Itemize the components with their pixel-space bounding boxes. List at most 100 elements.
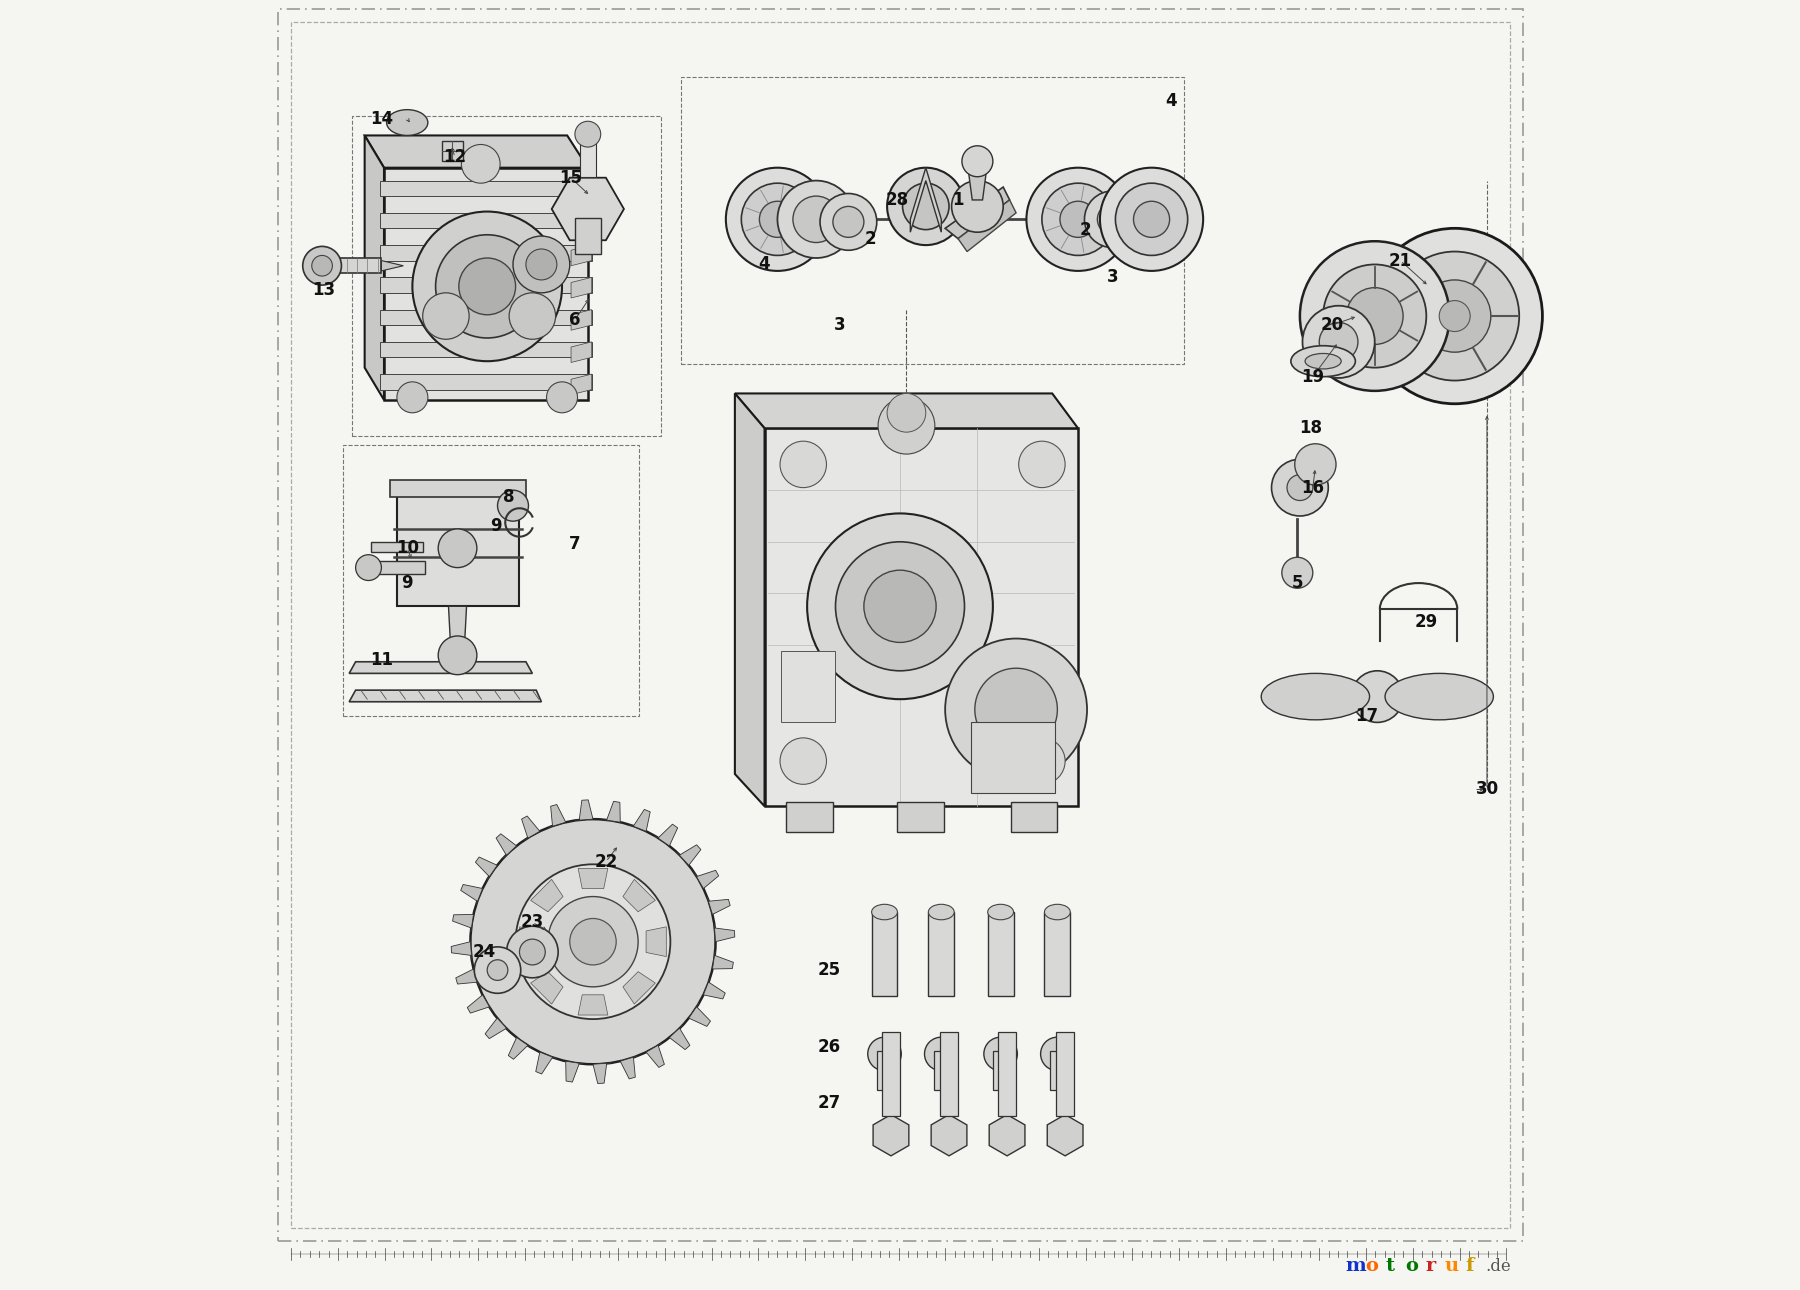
Bar [988, 912, 1013, 996]
Circle shape [1134, 201, 1170, 237]
Text: 2: 2 [864, 230, 877, 248]
Text: 24: 24 [473, 943, 497, 961]
Polygon shape [713, 951, 733, 969]
Polygon shape [531, 880, 563, 912]
Circle shape [1019, 441, 1066, 488]
Bar [1057, 1032, 1075, 1116]
Polygon shape [531, 971, 563, 1004]
Text: 3: 3 [1107, 268, 1118, 286]
Bar [380, 342, 592, 357]
Bar [680, 77, 1184, 364]
Text: m: m [1345, 1256, 1366, 1275]
Text: 6: 6 [569, 311, 581, 329]
Circle shape [459, 258, 515, 315]
Bar [970, 722, 1055, 793]
Circle shape [1042, 183, 1114, 255]
Ellipse shape [778, 181, 855, 258]
Polygon shape [967, 161, 988, 200]
Bar [1049, 1051, 1066, 1090]
Polygon shape [670, 1026, 689, 1050]
Circle shape [1116, 183, 1188, 255]
Ellipse shape [1305, 353, 1341, 369]
Ellipse shape [794, 196, 839, 243]
Circle shape [1352, 671, 1404, 722]
Bar [380, 181, 592, 196]
Bar [342, 445, 639, 716]
Text: 22: 22 [594, 853, 617, 871]
Text: 23: 23 [520, 913, 544, 931]
Circle shape [506, 926, 558, 978]
Text: 29: 29 [1415, 613, 1438, 631]
Circle shape [1346, 288, 1404, 344]
Text: 13: 13 [311, 281, 335, 299]
Circle shape [779, 738, 826, 784]
Circle shape [1100, 168, 1202, 271]
Circle shape [887, 168, 965, 245]
Polygon shape [689, 1004, 711, 1027]
Bar [574, 218, 601, 254]
Circle shape [742, 183, 814, 255]
Circle shape [1271, 459, 1328, 516]
Circle shape [1019, 738, 1066, 784]
Circle shape [1440, 301, 1471, 332]
Ellipse shape [833, 206, 864, 237]
Circle shape [1282, 557, 1312, 588]
Circle shape [509, 293, 556, 339]
Polygon shape [565, 1062, 583, 1082]
Circle shape [1366, 228, 1543, 404]
Polygon shape [704, 978, 725, 998]
Text: .de: .de [1485, 1258, 1510, 1275]
Text: 14: 14 [369, 110, 392, 128]
Polygon shape [391, 480, 526, 497]
Circle shape [1300, 241, 1449, 391]
Ellipse shape [387, 110, 428, 135]
Text: 10: 10 [396, 539, 419, 557]
Text: 7: 7 [569, 535, 581, 553]
Bar [380, 213, 592, 228]
Polygon shape [592, 1063, 610, 1084]
Circle shape [473, 947, 520, 993]
Polygon shape [383, 168, 589, 400]
Bar [929, 912, 954, 996]
Ellipse shape [1098, 204, 1129, 235]
Circle shape [835, 542, 965, 671]
Polygon shape [365, 135, 383, 400]
Polygon shape [571, 310, 592, 330]
Polygon shape [646, 1044, 664, 1067]
Circle shape [1390, 252, 1519, 381]
Text: f: f [1465, 1256, 1474, 1275]
Polygon shape [522, 817, 540, 840]
Circle shape [302, 246, 342, 285]
Circle shape [461, 144, 500, 183]
Circle shape [515, 864, 670, 1019]
Text: 12: 12 [443, 148, 466, 166]
Circle shape [961, 146, 994, 177]
Circle shape [547, 897, 639, 987]
Bar [371, 542, 423, 552]
Polygon shape [468, 995, 491, 1013]
Bar [1044, 912, 1071, 996]
Circle shape [526, 249, 556, 280]
Ellipse shape [1384, 673, 1494, 720]
Bar [443, 141, 463, 161]
Circle shape [423, 293, 470, 339]
Text: 17: 17 [1355, 707, 1379, 725]
Polygon shape [578, 868, 608, 889]
Circle shape [760, 201, 796, 237]
Polygon shape [630, 809, 650, 831]
Circle shape [1026, 168, 1130, 271]
Polygon shape [603, 801, 621, 822]
Polygon shape [396, 488, 520, 606]
Circle shape [1060, 201, 1096, 237]
Polygon shape [448, 606, 466, 655]
Text: u: u [1445, 1256, 1460, 1275]
Polygon shape [549, 805, 565, 827]
Polygon shape [452, 942, 472, 960]
Text: 25: 25 [817, 961, 841, 979]
Text: 30: 30 [1476, 780, 1499, 799]
Polygon shape [571, 342, 592, 362]
Bar [934, 1051, 949, 1090]
Circle shape [356, 555, 382, 581]
Circle shape [1040, 1037, 1075, 1071]
Polygon shape [715, 924, 734, 942]
